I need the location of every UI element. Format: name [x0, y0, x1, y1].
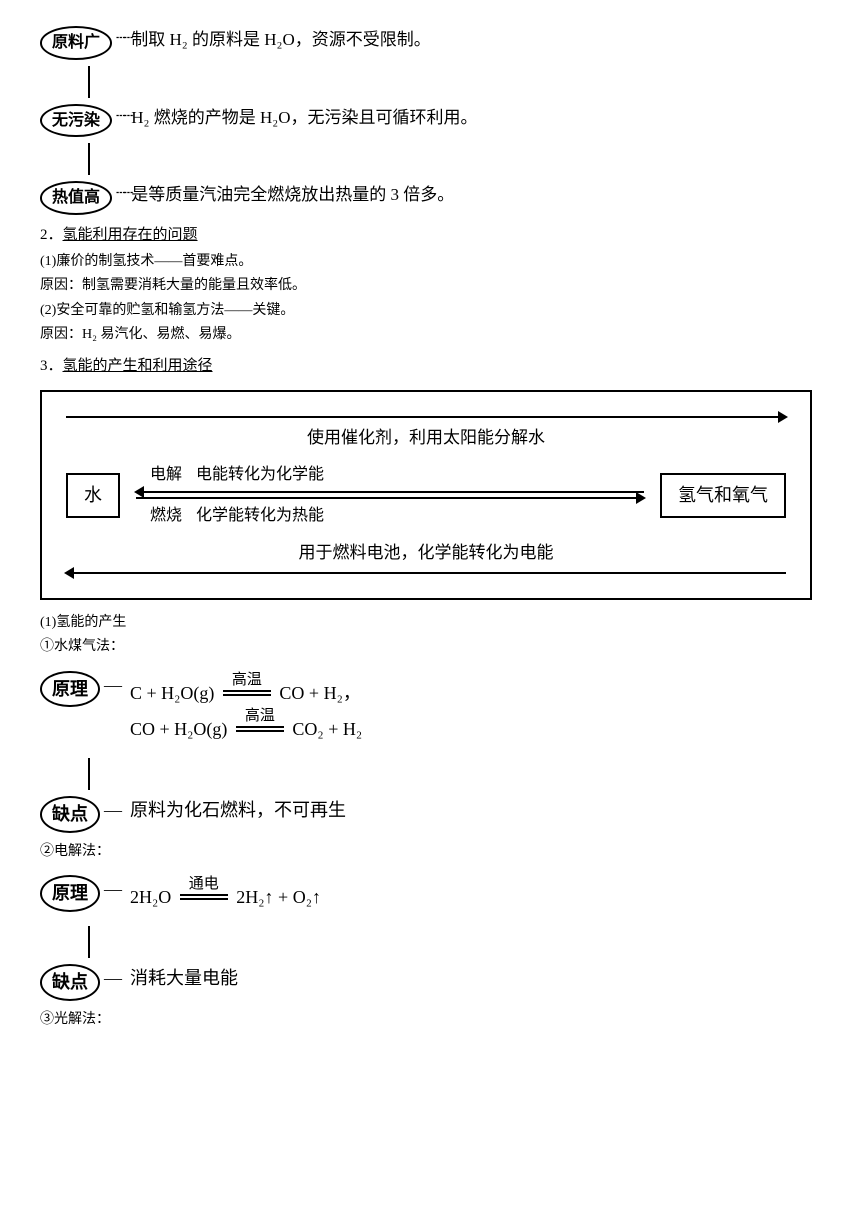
- eq-lhs: 2H₂O: [130, 887, 171, 907]
- principle-label: 原理: [40, 875, 100, 912]
- advantage-label: 原料广: [40, 26, 112, 60]
- arrow-line: [66, 416, 786, 418]
- principle-row: 原理 — 2H₂O 通电 2H₂↑ + O₂↑: [40, 875, 820, 920]
- section-title: 3．氢能的产生和利用途径: [40, 354, 820, 378]
- eq-rhs: CO₂ + H₂: [292, 719, 362, 739]
- flow-arrow-row: 燃烧 化学能转化为热能: [136, 503, 644, 529]
- drawback-row: 缺点 — 消耗大量电能: [40, 964, 820, 1001]
- arrow-right-line: [136, 497, 644, 499]
- drawback-label: 缺点: [40, 796, 100, 833]
- drawback-text: 消耗大量电能: [130, 964, 238, 993]
- subsection-label: (1)氢能的产生: [40, 612, 820, 634]
- method-title: ①水煤气法：: [40, 636, 820, 658]
- eq-condition: 高温: [232, 668, 262, 692]
- section-title: 2．氢能利用存在的问题: [40, 223, 820, 247]
- arrow-label: 电解: [136, 462, 196, 488]
- section-heading: 氢能利用存在的问题: [63, 227, 198, 243]
- advantage-desc: H₂ 燃烧的产物是 H₂O，无污染且可循环利用。: [131, 104, 711, 133]
- equation: 2H₂O 通电 2H₂↑ + O₂↑: [130, 883, 321, 912]
- arrow-label: 燃烧: [136, 503, 196, 529]
- eq-condition: 高温: [245, 704, 275, 728]
- section-number: 2．: [40, 227, 63, 243]
- flow-center: 电解 电能转化为化学能 燃烧 化学能转化为热能: [136, 460, 644, 531]
- reaction-arrow: 高温: [223, 694, 271, 696]
- method2-diagram: 原理 — 2H₂O 通电 2H₂↑ + O₂↑ 缺点 — 消耗大量电能: [40, 875, 820, 1001]
- drawback-row: 缺点 — 原料为化石燃料，不可再生: [40, 796, 820, 833]
- eq-rhs: 2H₂↑ + O₂↑: [236, 887, 321, 907]
- dash: —: [104, 796, 122, 825]
- section2-reason: 原因：制氢需要消耗大量的能量且效率低。: [40, 275, 820, 297]
- equations: 2H₂O 通电 2H₂↑ + O₂↑: [130, 875, 321, 920]
- equation: CO + H₂O(g) 高温 CO₂ + H₂: [130, 715, 362, 744]
- eq-rhs: CO + H₂，: [279, 683, 360, 703]
- flow-top-arrow: [66, 416, 786, 418]
- arrow-line: [66, 572, 786, 574]
- section2-item: (1)廉价的制氢技术——首要难点。: [40, 251, 820, 273]
- flow-bottom-text: 用于燃料电池，化学能转化为电能: [66, 539, 786, 566]
- arrow-desc: 化学能转化为热能: [196, 503, 644, 529]
- vertical-connector: [88, 66, 90, 98]
- vertical-connector: [88, 926, 90, 958]
- arrow-left-line: [136, 491, 644, 493]
- equations: C + H₂O(g) 高温 CO + H₂， CO + H₂O(g) 高温 CO…: [130, 671, 362, 753]
- section2-reason: 原因：H₂ 易汽化、易燃、易爆。: [40, 324, 820, 346]
- eq-lhs: C + H₂O(g): [130, 683, 214, 703]
- advantage-desc: 制取 H₂ 的原料是 H₂O，资源不受限制。: [131, 26, 711, 55]
- eq-lhs: CO + H₂O(g): [130, 719, 227, 739]
- dash: —: [104, 671, 122, 700]
- section-number: 3．: [40, 358, 63, 374]
- method-title: ②电解法：: [40, 841, 820, 863]
- flow-bottom-arrow: [66, 572, 786, 574]
- flow-arrow-row: 电解 电能转化为化学能: [136, 462, 644, 488]
- equation: C + H₂O(g) 高温 CO + H₂，: [130, 679, 362, 708]
- flow-right-box: 氢气和氧气: [660, 473, 786, 518]
- dashed-connector: ┄┄: [116, 26, 131, 52]
- drawback-text: 原料为化石燃料，不可再生: [130, 796, 346, 825]
- section2-item: (2)安全可靠的贮氢和输氢方法——关键。: [40, 300, 820, 322]
- drawback-label: 缺点: [40, 964, 100, 1001]
- dash: —: [104, 875, 122, 904]
- arrow-desc: 电能转化为化学能: [196, 462, 644, 488]
- method1-diagram: 原理 — C + H₂O(g) 高温 CO + H₂， CO + H₂O(g) …: [40, 671, 820, 833]
- dash: —: [104, 964, 122, 993]
- section-heading: 氢能的产生和利用途径: [63, 358, 213, 374]
- advantage-row: 热值高 ┄┄ 是等质量汽油完全燃烧放出热量的 3 倍多。: [40, 181, 820, 215]
- advantage-row: 原料广 ┄┄ 制取 H₂ 的原料是 H₂O，资源不受限制。: [40, 26, 820, 60]
- advantages-diagram: 原料广 ┄┄ 制取 H₂ 的原料是 H₂O，资源不受限制。 无污染 ┄┄ H₂ …: [40, 26, 820, 215]
- advantage-label: 热值高: [40, 181, 112, 215]
- reaction-arrow: 高温: [236, 730, 284, 732]
- principle-row: 原理 — C + H₂O(g) 高温 CO + H₂， CO + H₂O(g) …: [40, 671, 820, 753]
- flow-left-box: 水: [66, 473, 120, 518]
- dashed-connector: ┄┄: [116, 181, 131, 207]
- vertical-connector: [88, 758, 90, 790]
- advantage-label: 无污染: [40, 104, 112, 138]
- dashed-connector: ┄┄: [116, 104, 131, 130]
- eq-condition: 通电: [189, 872, 219, 896]
- method-title: ③光解法：: [40, 1009, 820, 1031]
- advantage-row: 无污染 ┄┄ H₂ 燃烧的产物是 H₂O，无污染且可循环利用。: [40, 104, 820, 138]
- flow-middle: 水 电解 电能转化为化学能 燃烧 化学能转化为热能 氢气和氧气: [66, 460, 786, 531]
- flow-diagram: 使用催化剂，利用太阳能分解水 水 电解 电能转化为化学能 燃烧 化学能转化为热能…: [40, 390, 812, 600]
- vertical-connector: [88, 143, 90, 175]
- principle-label: 原理: [40, 671, 100, 708]
- reaction-arrow: 通电: [180, 898, 228, 900]
- advantage-desc: 是等质量汽油完全燃烧放出热量的 3 倍多。: [131, 181, 711, 210]
- flow-top-text: 使用催化剂，利用太阳能分解水: [66, 424, 786, 451]
